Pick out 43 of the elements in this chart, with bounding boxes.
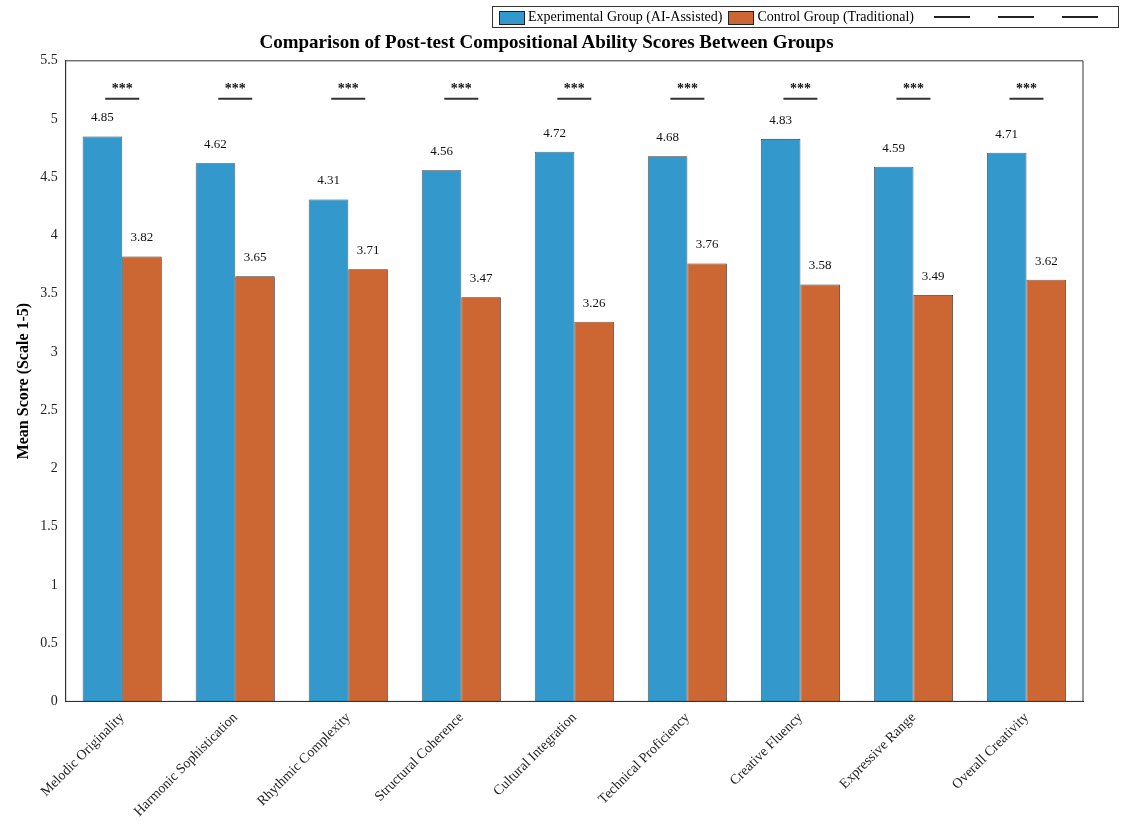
y-tick-label: 0 <box>50 693 58 709</box>
data-label: 4.62 <box>204 136 227 152</box>
y-tick-label: 1 <box>50 576 58 592</box>
data-label: 3.71 <box>356 242 380 258</box>
y-tick-label: 3.5 <box>40 285 58 301</box>
y-tick-label: 4 <box>50 227 58 243</box>
annotation: *** <box>337 81 359 97</box>
y-tick-label: 5 <box>50 110 58 126</box>
annotation: *** <box>789 81 811 97</box>
data-label: 3.65 <box>243 249 267 265</box>
annotation: *** <box>450 81 472 97</box>
y-tick-label: 4.5 <box>40 168 58 184</box>
data-label: 3.49 <box>921 267 945 283</box>
legend-label: Control Group (Traditional) <box>756 9 914 25</box>
y-tick-label: 3 <box>50 343 58 359</box>
data-label: 4.56 <box>430 143 454 159</box>
data-label: 4.68 <box>656 129 679 145</box>
y-tick-label: 2 <box>50 460 58 476</box>
y-axis-title: Mean Score (Scale 1-5) <box>13 302 32 460</box>
data-label: 4.83 <box>769 111 793 127</box>
y-tick-label: 5.5 <box>40 52 58 68</box>
y-tick-label: 1.5 <box>40 518 58 534</box>
data-label: 3.26 <box>582 294 607 310</box>
data-label: 4.71 <box>995 125 1019 141</box>
data-label: 3.82 <box>130 229 154 245</box>
data-label: 4.31 <box>317 172 340 188</box>
annotation: *** <box>902 81 924 97</box>
data-label: 3.47 <box>469 270 493 286</box>
y-tick-label: 2.5 <box>40 401 58 417</box>
data-label: 4.85 <box>91 109 114 125</box>
legend-label: Experimental Group (AI-Assisted) <box>527 9 723 25</box>
annotation: *** <box>224 81 246 97</box>
data-label: 3.58 <box>808 257 832 273</box>
annotation: *** <box>563 81 585 97</box>
data-label: 3.62 <box>1034 252 1058 268</box>
chart-title: Comparison of Post-test Compositional Ability Scores Between Groups <box>259 31 834 53</box>
data-label: 3.76 <box>695 236 720 252</box>
data-label: 4.59 <box>882 139 906 155</box>
data-label: 4.72 <box>543 124 566 140</box>
annotation: *** <box>676 81 698 97</box>
annotation: *** <box>1015 81 1037 97</box>
annotation: *** <box>111 81 133 97</box>
y-tick-label: 0.5 <box>40 634 58 650</box>
